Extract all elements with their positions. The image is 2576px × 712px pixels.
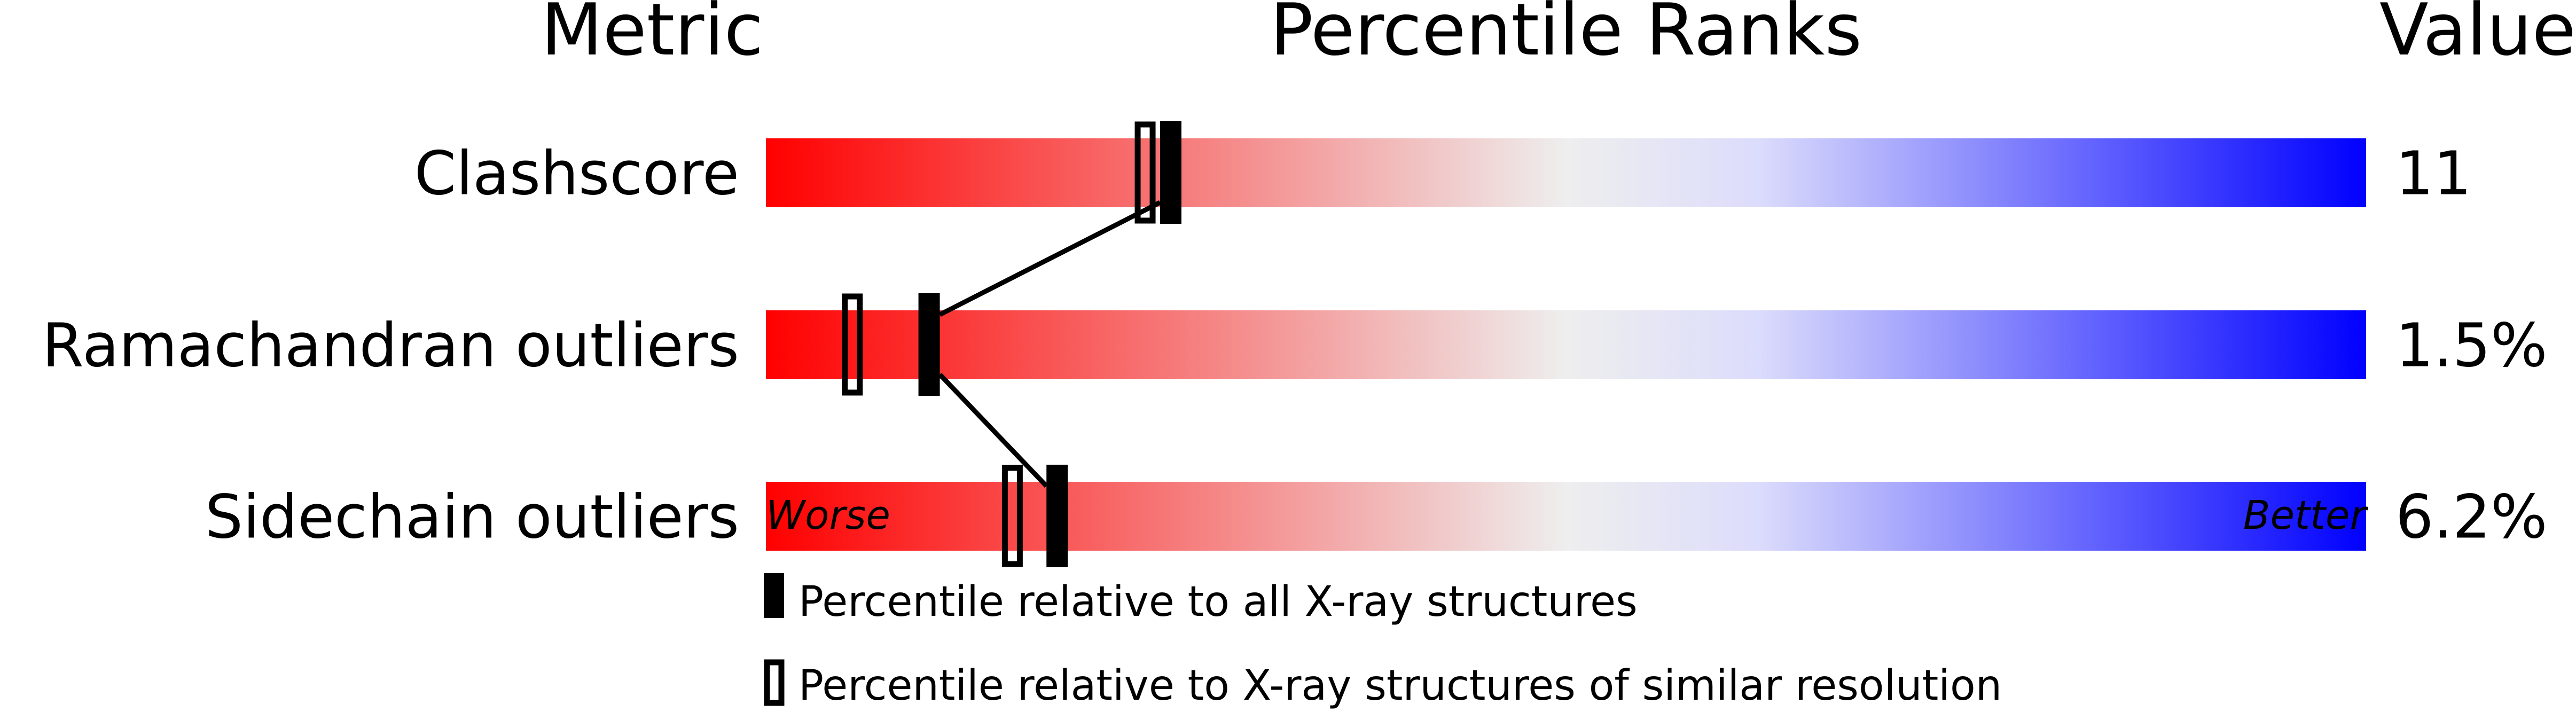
percentile-header: Percentile Ranks: [1270, 0, 1862, 72]
similar-resolution-marker: [1134, 121, 1156, 224]
all-structures-marker: [1046, 465, 1068, 567]
worse-label: Worse: [766, 492, 890, 538]
legend-open-label: Percentile relative to X-ray structures …: [798, 662, 2002, 710]
all-structures-marker: [1160, 121, 1181, 224]
connector-line: [938, 200, 1162, 317]
metric-value: 6.2%: [2395, 483, 2548, 552]
metric-row: Ramachandran outliers 1.5%: [42, 293, 2548, 396]
metric-header: Metric: [541, 0, 764, 72]
metric-row: Clashscore 11: [414, 121, 2472, 224]
metric-label: Ramachandran outliers: [42, 311, 739, 381]
legend-filled-marker: [764, 573, 784, 618]
legend-open-marker: [764, 659, 785, 706]
percentile-bar: [766, 310, 2366, 379]
all-structures-marker: [918, 293, 940, 396]
value-header: Value: [2379, 0, 2576, 72]
similar-resolution-marker: [1001, 465, 1023, 567]
metric-row: Sidechain outliers 6.2%: [205, 465, 2548, 567]
legend-filled-label: Percentile relative to all X-ray structu…: [798, 578, 1638, 626]
metric-value: 11: [2395, 139, 2472, 209]
percentile-bar: [766, 138, 2366, 207]
connector-line: [938, 372, 1048, 488]
better-label: Better: [2243, 492, 2369, 538]
metric-label: Clashscore: [414, 139, 739, 209]
metric-label: Sidechain outliers: [205, 483, 739, 552]
metric-value: 1.5%: [2395, 311, 2548, 381]
percentile-bar: [766, 482, 2366, 551]
similar-resolution-marker: [842, 293, 863, 396]
